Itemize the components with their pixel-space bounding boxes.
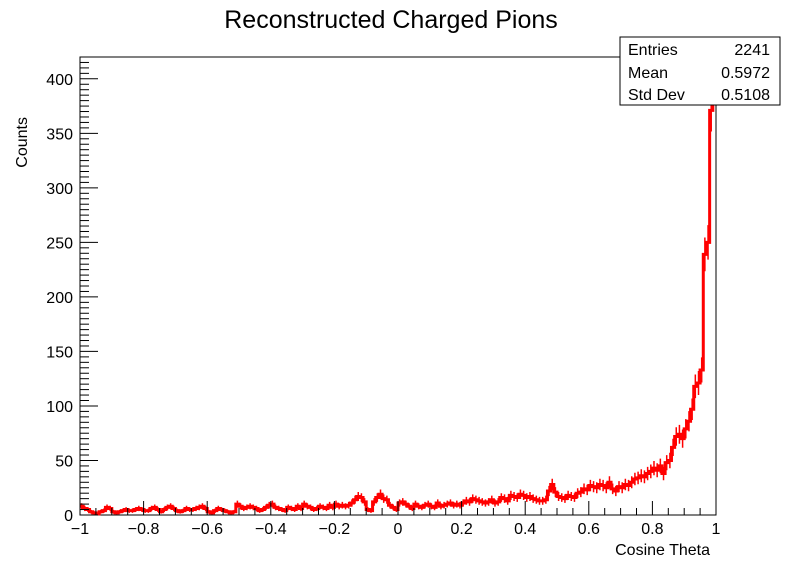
histogram-error-bars	[80, 45, 716, 515]
x-tick-label: 0.4	[514, 521, 536, 538]
histogram-series	[80, 66, 716, 516]
stats-mean-value: 0.5972	[721, 65, 770, 82]
stats-box-frame	[619, 36, 781, 106]
x-tick-label: 0.2	[450, 521, 472, 538]
stats-entries-label: Entries	[628, 42, 678, 59]
x-axis: −1 −0.8 −0.6 −0.4 −0.2 0 0.2 0.4 0.6 0.8 1	[71, 501, 721, 538]
x-tick-label: −0.8	[128, 521, 160, 538]
stats-std-value: 0.5108	[721, 87, 770, 104]
y-tick-label: 200	[46, 290, 73, 307]
y-tick-label: 250	[46, 235, 73, 252]
x-axis-label: Cosine Theta	[615, 542, 710, 559]
x-tick-label: −0.4	[255, 521, 287, 538]
y-tick-label: 350	[46, 126, 73, 143]
y-axis: 0 50 100 150 200 250 300 350 400	[46, 56, 98, 525]
stats-entries-value: 2241	[734, 42, 770, 59]
y-tick-label: 400	[46, 72, 73, 89]
x-tick-label: 0	[394, 521, 403, 538]
chart-title: Reconstructed Charged Pions	[224, 6, 558, 34]
stats-std-label: Std Dev	[628, 87, 685, 104]
y-tick-label: 0	[64, 508, 73, 525]
plot-frame	[79, 56, 717, 516]
x-tick-label: −1	[71, 521, 89, 538]
x-tick-label: 0.8	[641, 521, 663, 538]
y-tick-label: 100	[46, 399, 73, 416]
stats-box: Entries 2241 Mean 0.5972 Std Dev 0.5108	[619, 36, 781, 106]
stats-mean-label: Mean	[628, 65, 668, 82]
x-tick-label: −0.6	[191, 521, 223, 538]
x-tick-label: −0.2	[319, 521, 351, 538]
x-tick-label: 1	[712, 521, 721, 538]
y-tick-label: 50	[55, 453, 73, 470]
y-axis-label: Counts	[14, 117, 31, 168]
plot-area: −1 −0.8 −0.6 −0.4 −0.2 0 0.2 0.4 0.6 0.8 1 0 50 100 1…	[46, 45, 721, 538]
x-tick-label: 0.6	[578, 521, 600, 538]
y-tick-label: 150	[46, 344, 73, 361]
y-tick-label: 300	[46, 181, 73, 198]
